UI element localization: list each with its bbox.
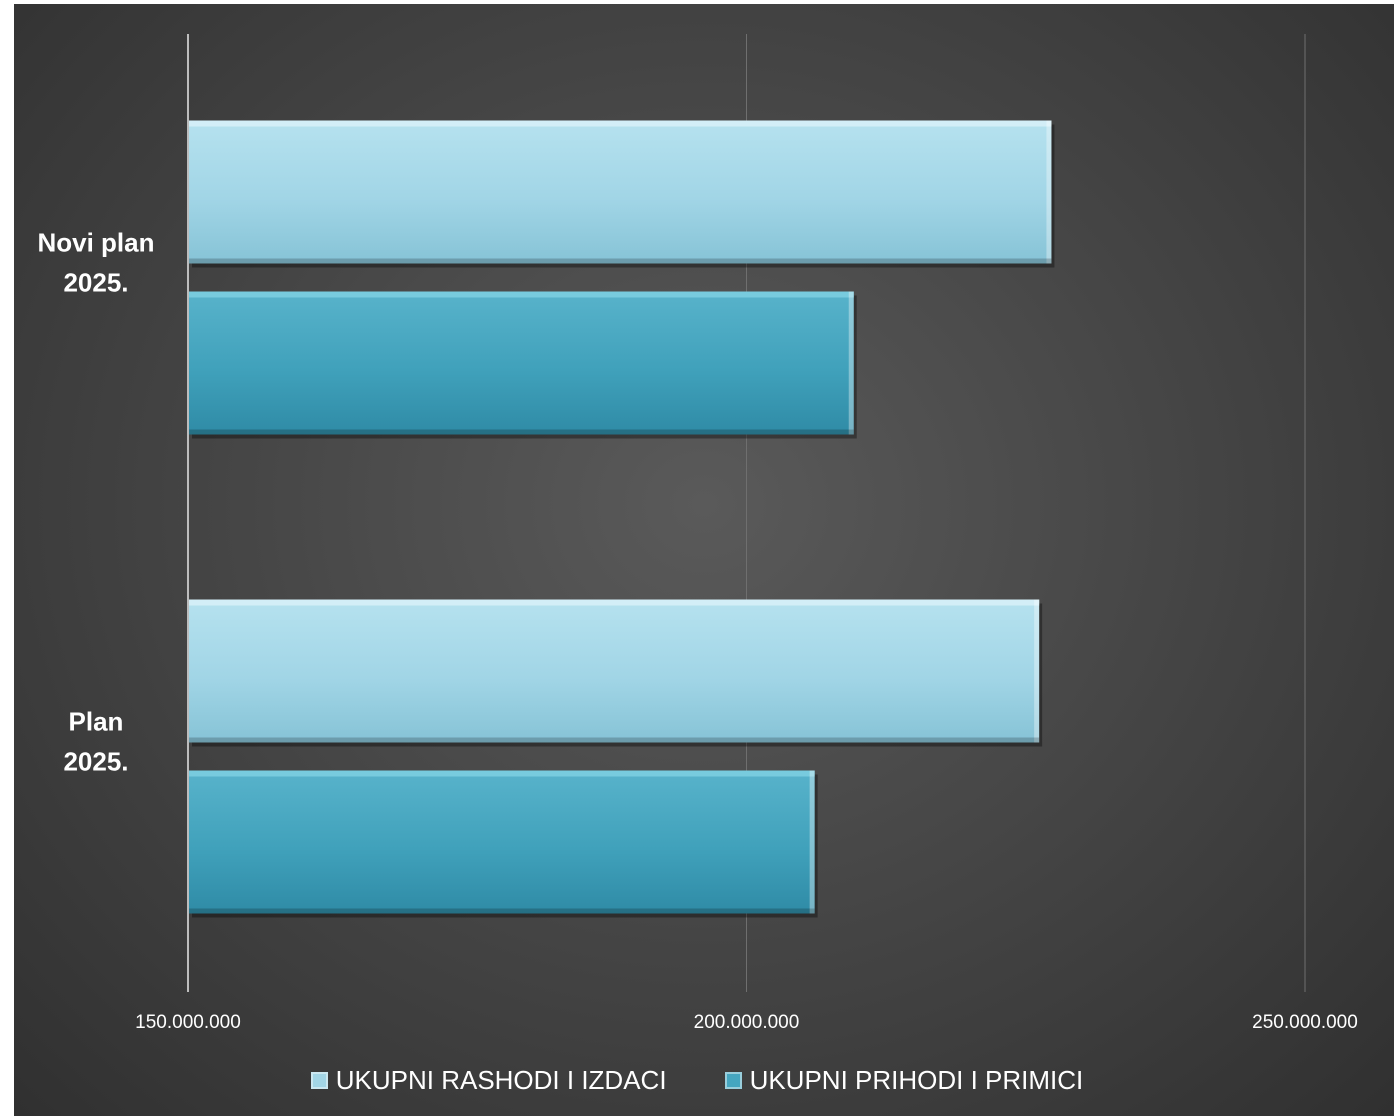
x-tick-label-0: 150.000.000 xyxy=(135,1012,241,1033)
chart-area: 150.000.000 200.000.000 250.000.000 Novi pl… xyxy=(14,4,1394,1116)
bar-rashodi-0 xyxy=(189,120,1055,268)
bar-prihodi-0 xyxy=(189,291,857,439)
bar-rashodi-1 xyxy=(189,599,1043,747)
category-label-0: Novi plan 2025. xyxy=(37,228,154,298)
legend-label-prihodi: UKUPNI PRIHODI I PRIMICI xyxy=(749,1064,1084,1095)
legend-item-prihodi: UKUPNI PRIHODI I PRIMICI xyxy=(724,1064,1084,1096)
legend-item-rashodi: UKUPNI RASHODI I IZDACI xyxy=(310,1064,667,1096)
legend: UKUPNI RASHODI I IZDACI UKUPNI PRIHODI I… xyxy=(0,1062,1394,1098)
bar-prihodi-1 xyxy=(189,770,818,918)
legend-swatch-rashodi xyxy=(310,1071,328,1089)
category-label-1: Plan 2025. xyxy=(63,707,128,777)
x-tick-label-2: 250.000.000 xyxy=(1252,1012,1358,1033)
x-tick-label-1: 200.000.000 xyxy=(694,1012,800,1033)
legend-swatch-prihodi xyxy=(724,1071,742,1089)
bar-chart: 150.000.000 200.000.000 250.000.000 Novi pl… xyxy=(37,34,1358,1033)
legend-label-rashodi: UKUPNI RASHODI I IZDACI xyxy=(335,1064,667,1095)
